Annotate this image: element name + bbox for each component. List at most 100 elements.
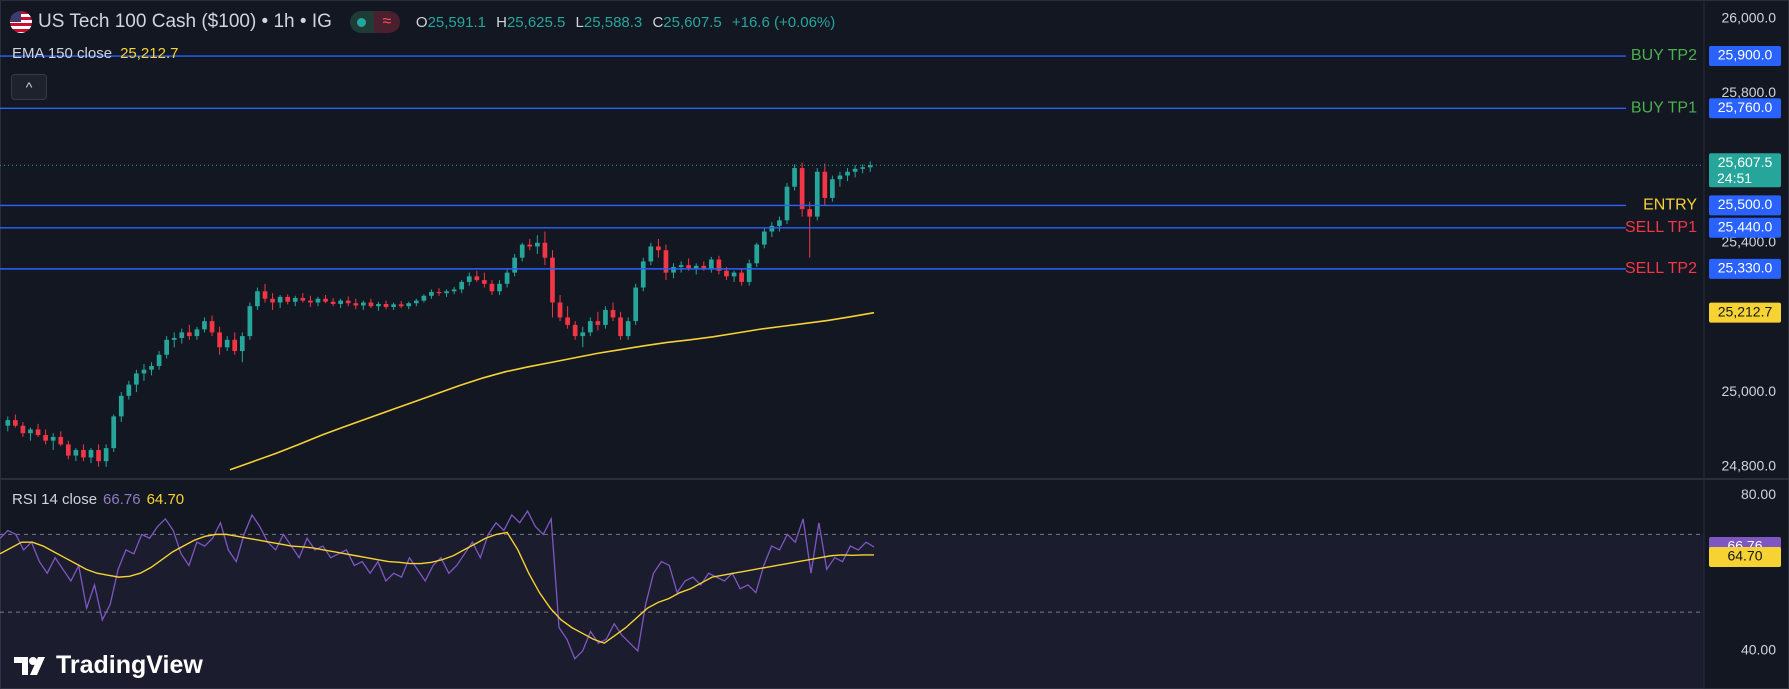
candle-body bbox=[330, 301, 336, 304]
candle-body bbox=[625, 321, 631, 337]
tradingview-logo-icon bbox=[14, 656, 45, 675]
candle-body bbox=[777, 220, 782, 226]
candle bbox=[247, 302, 253, 340]
candle bbox=[73, 448, 79, 462]
candle bbox=[103, 444, 109, 467]
candle-body bbox=[550, 257, 555, 303]
chart-header: US Tech 100 Cash ($100) • 1h • IG ≈ O25,… bbox=[10, 11, 835, 33]
candle-body bbox=[376, 303, 381, 307]
candle bbox=[217, 326, 222, 355]
us-flag-icon bbox=[10, 11, 32, 33]
candle bbox=[270, 293, 275, 310]
candle bbox=[618, 311, 623, 340]
candle bbox=[20, 421, 26, 437]
candle bbox=[429, 289, 434, 299]
candle-body bbox=[353, 303, 359, 306]
candle-body bbox=[799, 168, 805, 210]
candle bbox=[361, 300, 366, 310]
candle bbox=[28, 427, 33, 441]
candle-body bbox=[262, 291, 268, 299]
candle bbox=[406, 301, 412, 310]
candle-body bbox=[610, 309, 616, 318]
symbol-title[interactable]: US Tech 100 Cash ($100) • 1h • IG bbox=[38, 11, 332, 32]
candle bbox=[867, 161, 873, 172]
candle bbox=[156, 351, 162, 370]
candle-body bbox=[43, 435, 48, 441]
ema-label: EMA 150 close bbox=[12, 45, 113, 62]
rsi-legend[interactable]: RSI 14 close 66.76 64.70 bbox=[12, 491, 184, 508]
candle bbox=[111, 414, 117, 452]
open-value: 25,591.1 bbox=[427, 13, 486, 31]
candle bbox=[81, 444, 86, 462]
candle-body bbox=[497, 283, 502, 292]
candle-body bbox=[429, 292, 434, 296]
candle bbox=[512, 253, 517, 277]
candle-body bbox=[323, 298, 328, 302]
level-name-label: SELL TP1 bbox=[1625, 219, 1697, 236]
rsi-ma-tag-label: 64.70 bbox=[1727, 548, 1762, 564]
candle-body bbox=[640, 261, 646, 288]
collapse-legend-button[interactable]: ^ bbox=[11, 74, 47, 100]
candle bbox=[451, 286, 457, 295]
candle-body bbox=[716, 259, 722, 271]
candle bbox=[769, 222, 775, 238]
candle-body bbox=[398, 304, 404, 307]
candle-body bbox=[595, 321, 601, 325]
level-name-label: BUY TP2 bbox=[1631, 47, 1697, 64]
candle-body bbox=[693, 265, 699, 269]
candle-body bbox=[156, 354, 162, 366]
candle bbox=[822, 163, 828, 206]
candle-body bbox=[830, 179, 835, 198]
candle-body bbox=[277, 296, 283, 303]
price-tick-label: 24,800.0 bbox=[1722, 458, 1777, 474]
candle bbox=[739, 268, 744, 286]
candle-body bbox=[603, 309, 608, 325]
candle bbox=[814, 168, 820, 221]
candle-body bbox=[28, 429, 33, 434]
candle-body bbox=[618, 317, 623, 337]
candle-body bbox=[224, 339, 230, 348]
candle bbox=[640, 257, 646, 292]
candle-body bbox=[474, 276, 480, 281]
candle bbox=[625, 317, 631, 340]
market-status-icon: ≈ bbox=[373, 11, 400, 33]
candle-body bbox=[88, 449, 94, 458]
candle-body bbox=[656, 246, 661, 251]
candle bbox=[648, 242, 654, 266]
tradingview-logo[interactable]: TradingView bbox=[14, 651, 203, 680]
candle-body bbox=[822, 171, 828, 198]
candle bbox=[50, 433, 56, 450]
candle-body bbox=[194, 329, 200, 337]
candle-body bbox=[315, 298, 321, 303]
candle bbox=[678, 261, 684, 273]
candle bbox=[398, 300, 404, 309]
candle bbox=[300, 293, 306, 303]
candle-body bbox=[444, 291, 449, 294]
ohlc-readout: O25,591.1 H25,625.5 L25,588.3 C25,607.5 … bbox=[415, 13, 836, 31]
candle bbox=[134, 369, 139, 393]
candle bbox=[330, 298, 336, 307]
candle bbox=[345, 296, 351, 307]
level-name-label: SELL TP2 bbox=[1625, 260, 1697, 277]
candle-body bbox=[504, 272, 510, 284]
candle bbox=[308, 295, 313, 307]
candle bbox=[255, 287, 260, 310]
ema-legend[interactable]: EMA 150 close 25,212.7 bbox=[12, 45, 178, 62]
candle-body bbox=[867, 165, 873, 168]
rsi-ma-value: 64.70 bbox=[146, 491, 185, 508]
candle-body bbox=[149, 365, 154, 370]
candle bbox=[482, 272, 487, 288]
candle-body bbox=[361, 302, 366, 306]
market-status-pill[interactable]: ≈ bbox=[349, 11, 400, 33]
candle bbox=[807, 201, 813, 258]
candle bbox=[43, 429, 48, 445]
candle bbox=[497, 280, 502, 296]
candle-body bbox=[807, 209, 813, 217]
candle-body bbox=[103, 448, 109, 462]
level-price-tag bbox=[1709, 195, 1781, 216]
candle bbox=[277, 295, 283, 309]
candle-body bbox=[171, 337, 177, 340]
candle bbox=[224, 336, 230, 352]
candle-body bbox=[663, 250, 669, 273]
